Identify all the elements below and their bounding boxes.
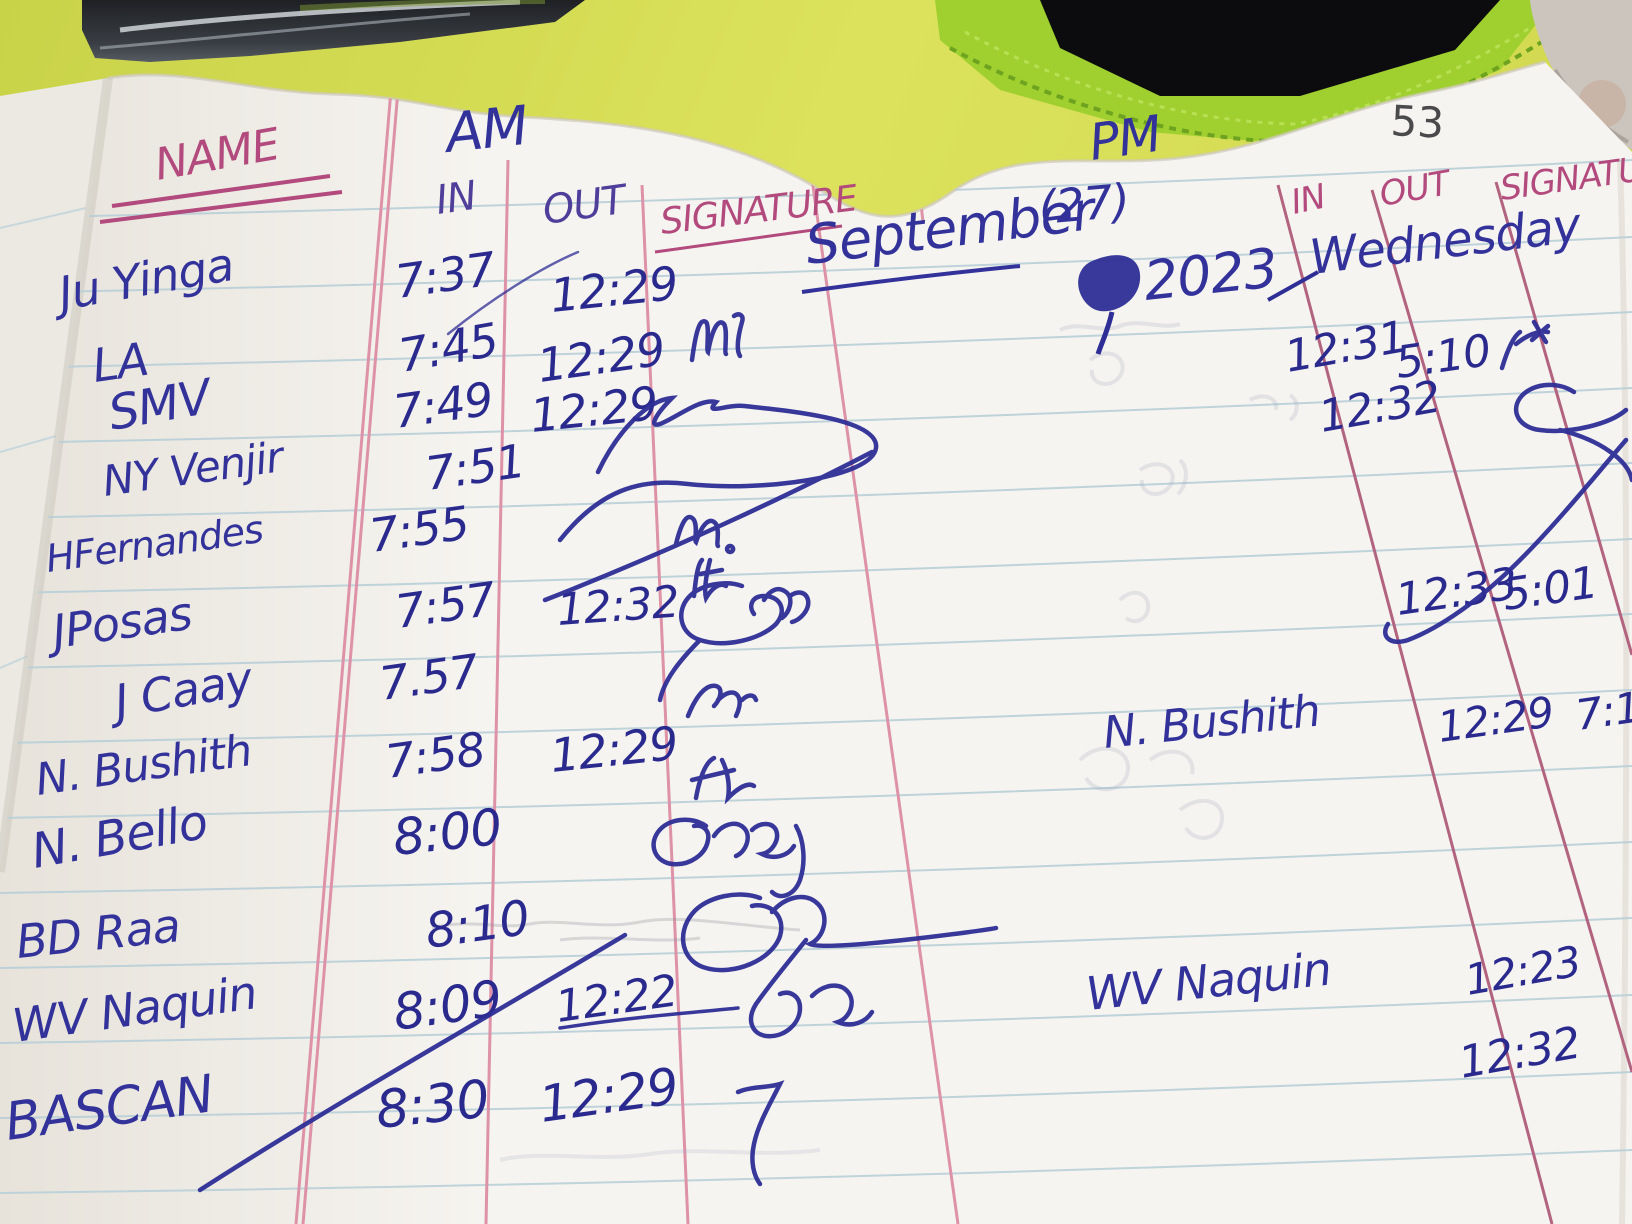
date-day-corrected: (27) — [1036, 173, 1131, 235]
page-number: 53 — [1389, 96, 1445, 148]
col-header-am: AM — [440, 94, 531, 166]
row-name: LA — [89, 332, 151, 393]
table-edge-strip — [82, 0, 585, 62]
col-header-pm: PM — [1086, 105, 1165, 172]
right-page-curl — [1617, 159, 1630, 1224]
page-top-edge — [107, 60, 1546, 218]
pencil-smudge — [431, 917, 801, 942]
am-out-time: 12:32 — [555, 577, 680, 636]
am-in-time: 8:30 — [373, 1069, 491, 1140]
signature-scribbles — [197, 250, 1632, 1193]
am-out-time: 12:29 — [528, 376, 661, 443]
col-header-am-in: IN — [433, 173, 479, 224]
year-strike — [1267, 270, 1319, 302]
ghost-writing — [499, 321, 1299, 1162]
am-in-time: 8:00 — [390, 798, 504, 867]
ruled-lines — [0, 159, 1632, 1194]
pm-out-time: 7:1 — [1573, 682, 1632, 740]
am-out-time: 12:29 — [548, 716, 681, 783]
date-year: 2023 — [1141, 236, 1280, 313]
scribbled-day — [1078, 255, 1141, 355]
spine-shadow — [0, 77, 113, 873]
am-out-time: 12:29 — [548, 256, 681, 323]
date-underline — [801, 264, 1021, 294]
name-underline — [99, 174, 343, 224]
signature-underline — [654, 224, 843, 254]
pm-column-lines — [1276, 181, 1632, 1224]
notebook-page — [0, 62, 1632, 1224]
